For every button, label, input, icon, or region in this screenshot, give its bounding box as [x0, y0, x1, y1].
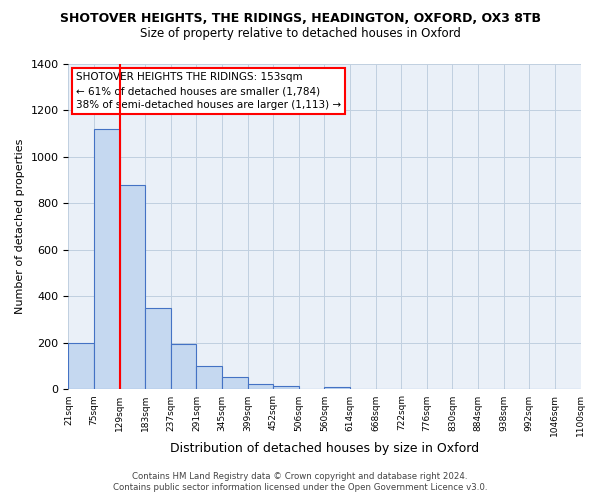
Y-axis label: Number of detached properties: Number of detached properties — [15, 139, 25, 314]
Text: SHOTOVER HEIGHTS, THE RIDINGS, HEADINGTON, OXFORD, OX3 8TB: SHOTOVER HEIGHTS, THE RIDINGS, HEADINGTO… — [59, 12, 541, 26]
Bar — [325, 387, 350, 390]
X-axis label: Distribution of detached houses by size in Oxford: Distribution of detached houses by size … — [170, 442, 479, 455]
Text: Size of property relative to detached houses in Oxford: Size of property relative to detached ho… — [140, 28, 460, 40]
Bar — [119, 185, 145, 390]
Bar — [145, 308, 171, 390]
Bar — [273, 386, 299, 390]
Bar — [94, 129, 119, 390]
Bar — [222, 376, 248, 390]
Bar — [196, 366, 222, 390]
Text: Contains HM Land Registry data © Crown copyright and database right 2024.: Contains HM Land Registry data © Crown c… — [132, 472, 468, 481]
Bar — [171, 344, 196, 390]
Bar — [68, 343, 94, 390]
Text: SHOTOVER HEIGHTS THE RIDINGS: 153sqm
← 61% of detached houses are smaller (1,784: SHOTOVER HEIGHTS THE RIDINGS: 153sqm ← 6… — [76, 72, 341, 110]
Text: Contains public sector information licensed under the Open Government Licence v3: Contains public sector information licen… — [113, 484, 487, 492]
Bar — [248, 384, 273, 390]
